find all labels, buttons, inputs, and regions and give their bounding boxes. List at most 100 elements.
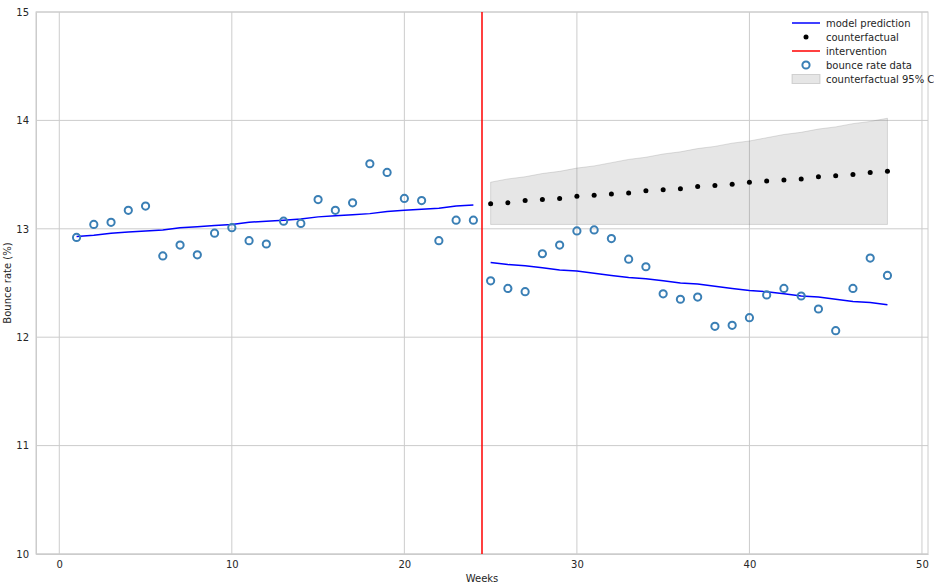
intervention-line bbox=[481, 12, 483, 554]
point-dot bbox=[540, 197, 545, 202]
point-circle bbox=[401, 195, 408, 202]
point-circle bbox=[73, 234, 80, 241]
x-tick-label: 20 bbox=[398, 559, 411, 570]
point-dot bbox=[678, 186, 683, 191]
grid-line-x bbox=[749, 12, 750, 554]
legend-item: model prediction bbox=[792, 18, 911, 29]
point-circle bbox=[142, 202, 149, 209]
legend-swatch bbox=[802, 61, 809, 68]
legend-item: intervention bbox=[792, 46, 887, 57]
y-tick-label: 12 bbox=[16, 332, 29, 343]
plot-area: 01020304050101112131415 bbox=[16, 7, 929, 570]
y-axis: 101112131415 bbox=[16, 7, 36, 560]
point-circle bbox=[798, 292, 805, 299]
legend-item: counterfactual 95% CI bbox=[792, 74, 934, 85]
point-circle bbox=[556, 241, 563, 248]
grid-line-x bbox=[231, 12, 232, 554]
x-tick: 0 bbox=[57, 554, 63, 570]
point-circle bbox=[470, 217, 477, 224]
legend-label: counterfactual bbox=[826, 32, 899, 43]
point-circle bbox=[694, 293, 701, 300]
point-circle bbox=[591, 226, 598, 233]
point-circle bbox=[435, 237, 442, 244]
point-circle bbox=[608, 235, 615, 242]
point-dot bbox=[488, 201, 493, 206]
point-dot bbox=[523, 198, 528, 203]
point-circle bbox=[849, 285, 856, 292]
point-circle bbox=[366, 160, 373, 167]
point-dot bbox=[885, 169, 890, 174]
confidence-band bbox=[491, 118, 888, 224]
point-dot bbox=[609, 192, 614, 197]
point-dot bbox=[730, 182, 735, 187]
series-line bbox=[491, 262, 888, 304]
legend: model prediction counterfactual interventi… bbox=[792, 18, 934, 85]
x-axis: 0 10 20 30 40 50 bbox=[37, 554, 929, 570]
point-circle bbox=[677, 296, 684, 303]
point-circle bbox=[314, 196, 321, 203]
legend-swatch bbox=[792, 50, 820, 52]
point-dot bbox=[661, 187, 666, 192]
y-tick-label: 14 bbox=[16, 115, 29, 126]
point-circle bbox=[780, 285, 787, 292]
x-tick: 10 bbox=[226, 554, 239, 570]
point-circle bbox=[418, 197, 425, 204]
point-circle bbox=[573, 227, 580, 234]
legend-swatch bbox=[792, 22, 820, 24]
x-tick-label: 40 bbox=[744, 559, 757, 570]
legend-swatch bbox=[804, 35, 809, 40]
x-tick-label: 50 bbox=[916, 559, 929, 570]
point-circle bbox=[487, 277, 494, 284]
point-circle bbox=[263, 240, 270, 247]
x-tick-label: 30 bbox=[571, 559, 584, 570]
y-tick: 13 bbox=[16, 224, 36, 235]
point-dot bbox=[747, 180, 752, 185]
y-tick-label: 10 bbox=[16, 549, 29, 560]
point-circle bbox=[211, 230, 218, 237]
point-dot bbox=[833, 173, 838, 178]
x-tick-label: 10 bbox=[226, 559, 239, 570]
legend-swatch bbox=[792, 75, 820, 84]
point-dot bbox=[816, 174, 821, 179]
point-dot bbox=[850, 172, 855, 177]
point-circle bbox=[384, 169, 391, 176]
point-dot bbox=[643, 188, 648, 193]
point-circle bbox=[539, 250, 546, 257]
point-circle bbox=[245, 237, 252, 244]
y-axis-title: Bounce rate (%) bbox=[2, 242, 13, 323]
point-dot bbox=[695, 184, 700, 189]
x-axis-line bbox=[37, 554, 929, 555]
point-circle bbox=[711, 323, 718, 330]
point-dot bbox=[557, 196, 562, 201]
point-circle bbox=[453, 217, 460, 224]
x-axis-title: Weeks bbox=[466, 573, 499, 584]
point-circle bbox=[729, 322, 736, 329]
y-tick: 10 bbox=[16, 549, 36, 560]
point-circle bbox=[815, 305, 822, 312]
point-circle bbox=[867, 254, 874, 261]
point-circle bbox=[504, 285, 511, 292]
point-circle bbox=[763, 291, 770, 298]
point-circle bbox=[522, 288, 529, 295]
point-circle bbox=[660, 290, 667, 297]
y-tick: 14 bbox=[16, 115, 36, 126]
y-tick-label: 11 bbox=[16, 440, 29, 451]
grid-line-x bbox=[59, 12, 60, 554]
legend-label: counterfactual 95% CI bbox=[826, 74, 934, 85]
point-circle bbox=[642, 263, 649, 270]
point-circle bbox=[228, 224, 235, 231]
legend-item: bounce rate data bbox=[802, 60, 912, 71]
point-circle bbox=[332, 207, 339, 214]
point-circle bbox=[297, 220, 304, 227]
grid-line-x bbox=[921, 12, 922, 554]
point-circle bbox=[625, 256, 632, 263]
plot-frame bbox=[36, 12, 928, 554]
point-dot bbox=[764, 179, 769, 184]
point-circle bbox=[746, 314, 753, 321]
point-dot bbox=[592, 193, 597, 198]
grid bbox=[36, 12, 928, 554]
point-circle bbox=[194, 251, 201, 258]
point-circle bbox=[349, 199, 356, 206]
y-tick: 12 bbox=[16, 332, 36, 343]
point-dot bbox=[574, 194, 579, 199]
